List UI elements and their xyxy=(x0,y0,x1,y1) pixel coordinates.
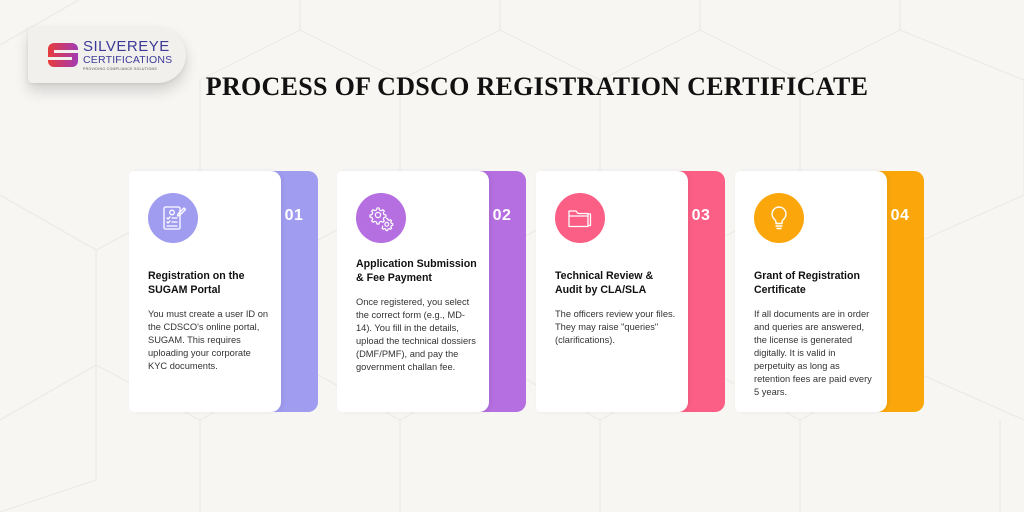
step-title: Technical Review & Audit by CLA/SLA xyxy=(555,270,654,296)
step-description: If all documents are in order and querie… xyxy=(754,309,872,397)
brand-name: SILVEREYE xyxy=(83,38,170,55)
step-description: You must create a user ID on the CDSCO's… xyxy=(148,309,269,371)
step-card-2: 02 Application Submission & Fee Payment … xyxy=(337,171,526,412)
folder-icon xyxy=(555,193,605,243)
brand-tagline: PROVIDING COMPLIANCE SOLUTIONS xyxy=(83,66,157,71)
gears-icon xyxy=(356,193,406,243)
step-title: Application Submission & Fee Payment xyxy=(356,258,477,284)
step-number: 03 xyxy=(691,207,711,224)
page-title: PROCESS OF CDSCO REGISTRATION CERTIFICAT… xyxy=(205,72,869,101)
step-number: 02 xyxy=(492,207,512,224)
step-content: Registration on the SUGAM Portal You mus… xyxy=(129,171,281,412)
step-content: Application Submission & Fee Payment Onc… xyxy=(337,171,489,412)
step-title: Grant of Registration Certificate xyxy=(754,270,860,296)
step-content: Technical Review & Audit by CLA/SLA The … xyxy=(536,171,688,412)
brand-mark-icon xyxy=(48,43,78,67)
step-number: 04 xyxy=(890,207,910,224)
step-title: Registration on the SUGAM Portal xyxy=(148,270,245,296)
step-card-1: 01 Registration on the SUGAM Portal You … xyxy=(129,171,318,412)
brand-logo: SILVEREYE CERTIFICATIONS PROVIDING COMPL… xyxy=(28,27,186,83)
step-card-4: 04 Grant of Registration Certificate If … xyxy=(735,171,924,412)
clipboard-checklist-icon xyxy=(148,193,198,243)
step-content: Grant of Registration Certificate If all… xyxy=(735,171,887,412)
step-number: 01 xyxy=(284,207,304,224)
step-description: The officers review your files. They may… xyxy=(555,309,676,345)
step-description: Once registered, you select the correct … xyxy=(356,297,476,372)
lightbulb-icon xyxy=(754,193,804,243)
brand-subtitle: CERTIFICATIONS xyxy=(83,54,173,66)
step-card-3: 03 Technical Review & Audit by CLA/SLA T… xyxy=(536,171,725,412)
